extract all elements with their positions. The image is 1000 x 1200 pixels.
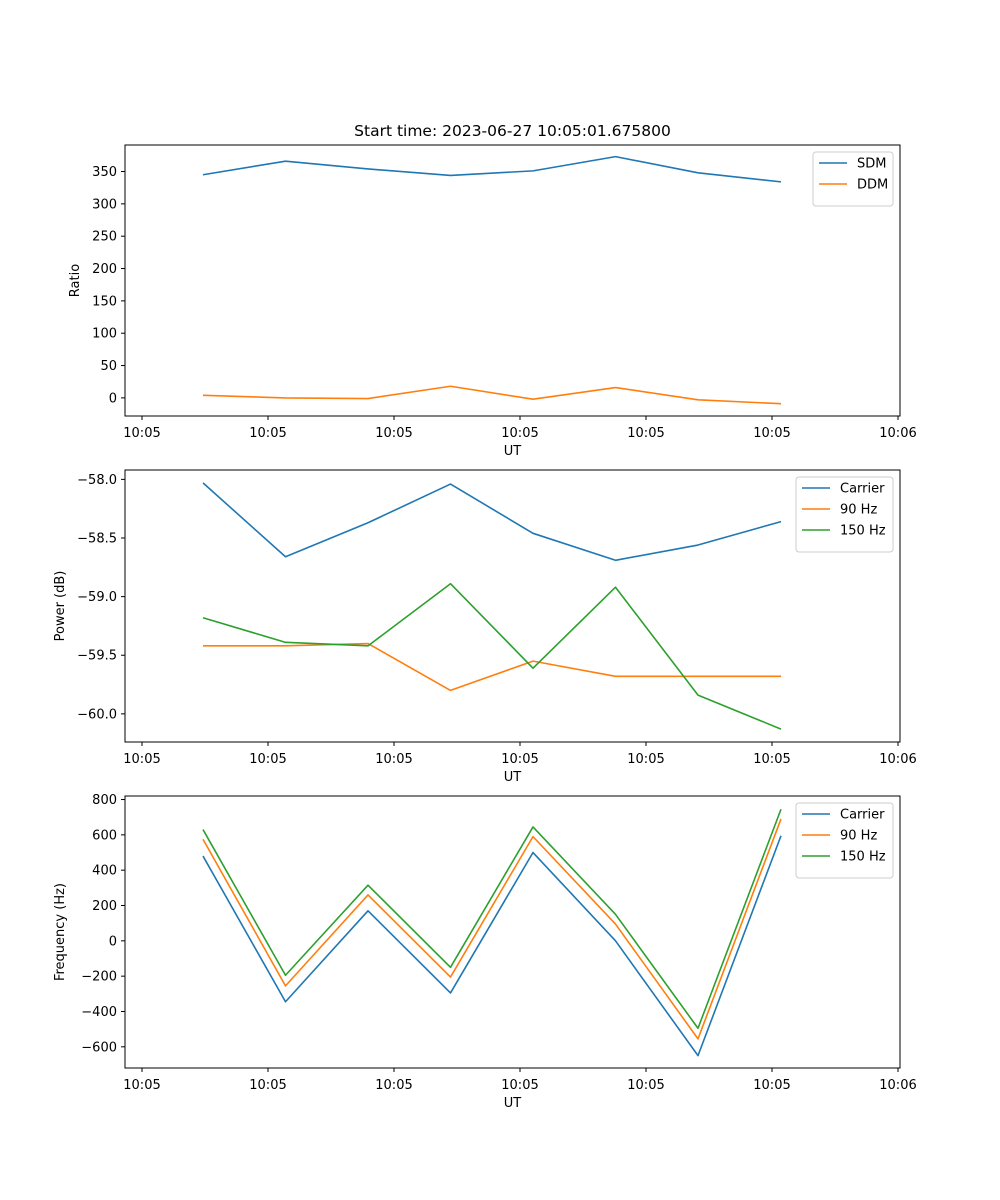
x-tick-label: 10:05 <box>375 426 412 441</box>
y-tick-label: 50 <box>100 359 117 374</box>
y-tick-label: 300 <box>92 197 117 212</box>
y-tick-label: −58.0 <box>77 473 117 488</box>
y-tick-label: 0 <box>109 934 117 949</box>
series-line-90-hz <box>202 818 782 1040</box>
x-tick-label: 10:05 <box>375 752 412 767</box>
legend-box <box>795 476 894 553</box>
x-tick-label: 10:05 <box>627 752 664 767</box>
x-tick-label: 10:05 <box>123 426 160 441</box>
subplots: 10:05 10:05 10:05 10:05 10:05 10:05 10:06 0 50 10… <box>53 144 917 1111</box>
y-tick-label: 0 <box>109 391 117 406</box>
x-tick-label: 10:06 <box>879 752 916 767</box>
x-tick-label: 10:05 <box>123 752 160 767</box>
legend: Carrier 90 Hz 150 Hz <box>795 476 894 553</box>
y-tick-label: 800 <box>92 793 117 808</box>
series-line-carrier <box>202 835 782 1057</box>
legend-entry: 90 Hz <box>840 503 877 518</box>
axes-frame <box>124 144 901 417</box>
x-tick-label: 10:05 <box>123 1078 160 1093</box>
x-tick-label: 10:05 <box>501 752 538 767</box>
y-tick-label: −60.0 <box>77 707 117 722</box>
x-tick-label: 10:05 <box>627 426 664 441</box>
y-tick-label: 200 <box>92 262 117 277</box>
series-line-carrier <box>202 482 782 562</box>
y-tick-label: −600 <box>81 1040 117 1055</box>
subplot-1: 10:05 10:05 10:05 10:05 10:05 10:05 10:06 0 50 10… <box>68 144 917 459</box>
x-tick-label: 10:05 <box>249 426 286 441</box>
y-tick-label: −200 <box>81 970 117 985</box>
y-tick-label: −59.0 <box>77 590 117 605</box>
legend-entry: DDM <box>857 178 888 193</box>
y-tick-label: 200 <box>92 899 117 914</box>
x-tick-label: 10:05 <box>249 1078 286 1093</box>
legend-entry: 150 Hz <box>840 524 886 539</box>
legend-box <box>795 802 894 879</box>
legend-box <box>812 151 894 207</box>
y-axis-label: Frequency (Hz) <box>53 883 68 981</box>
x-tick-label: 10:05 <box>753 1078 790 1093</box>
series-line-sdm <box>202 155 782 183</box>
figure-title: Start time: 2023-06-27 10:05:01.675800 <box>354 122 671 140</box>
x-axis-label: UT <box>504 770 522 785</box>
series-line-ddm <box>202 385 782 405</box>
legend-entry: Carrier <box>840 808 885 823</box>
y-tick-label: −58.5 <box>77 532 117 547</box>
axes-frame <box>124 795 901 1069</box>
series-line-150-hz <box>202 808 782 1030</box>
y-tick-label: 400 <box>92 864 117 879</box>
x-tick-label: 10:05 <box>627 1078 664 1093</box>
legend-entry: SDM <box>857 157 886 172</box>
y-axis-label: Ratio <box>68 264 83 297</box>
y-tick-label: 250 <box>92 230 117 245</box>
x-tick-label: 10:05 <box>375 1078 412 1093</box>
legend: SDM DDM <box>812 151 894 207</box>
subplot-2: 10:05 10:05 10:05 10:05 10:05 10:05 10:06 −60.0… <box>53 469 917 785</box>
y-tick-label: −59.5 <box>77 649 117 664</box>
y-tick-label: 150 <box>92 294 117 309</box>
x-tick-label: 10:05 <box>501 426 538 441</box>
subplot-3: 10:05 10:05 10:05 10:05 10:05 10:05 10:06 −600 −… <box>53 793 917 1111</box>
x-tick-label: 10:05 <box>753 752 790 767</box>
axes-frame <box>124 469 901 743</box>
legend-entry: Carrier <box>840 482 885 497</box>
x-tick-label: 10:05 <box>501 1078 538 1093</box>
x-axis-label: UT <box>504 444 522 459</box>
x-tick-label: 10:05 <box>753 426 790 441</box>
y-axis-label: Power (dB) <box>53 571 68 642</box>
x-axis-label: UT <box>504 1096 522 1111</box>
legend-entry: 90 Hz <box>840 829 877 844</box>
y-tick-label: 100 <box>92 327 117 342</box>
legend-entry: 150 Hz <box>840 850 886 865</box>
y-tick-label: 600 <box>92 828 117 843</box>
y-tick-label: 350 <box>92 165 117 180</box>
series-line-150-hz <box>202 582 782 730</box>
legend: Carrier 90 Hz 150 Hz <box>795 802 894 879</box>
y-tick-label: −400 <box>81 1005 117 1020</box>
x-tick-label: 10:06 <box>879 426 916 441</box>
x-tick-label: 10:06 <box>879 1078 916 1093</box>
x-tick-label: 10:05 <box>249 752 286 767</box>
